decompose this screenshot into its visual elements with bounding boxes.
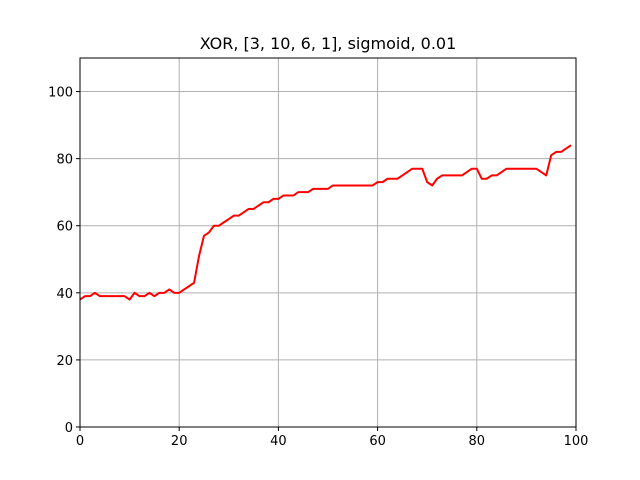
x-tick-label: 100 xyxy=(564,434,589,449)
y-tick-label: 40 xyxy=(56,287,73,302)
x-tick-label: 20 xyxy=(171,434,188,449)
x-tick-label: 80 xyxy=(469,434,486,449)
chart-title: XOR, [3, 10, 6, 1], sigmoid, 0.01 xyxy=(200,34,457,53)
series-line xyxy=(79,144,572,301)
x-tick-label: 60 xyxy=(369,434,386,449)
y-tick-label: 100 xyxy=(48,86,73,101)
x-tick-label: 0 xyxy=(76,434,84,449)
series-layer xyxy=(79,144,572,301)
y-tick-label: 0 xyxy=(65,421,73,436)
plot-frame xyxy=(79,57,577,428)
y-tick-label: 20 xyxy=(56,354,73,369)
y-axis: 0 20 40 60 80 100 xyxy=(48,86,80,436)
y-tick-label: 60 xyxy=(56,220,73,235)
y-tick-label: 80 xyxy=(56,153,73,168)
x-tick-label: 40 xyxy=(270,434,287,449)
x-axis: 0 20 40 60 80 100 xyxy=(76,427,589,449)
